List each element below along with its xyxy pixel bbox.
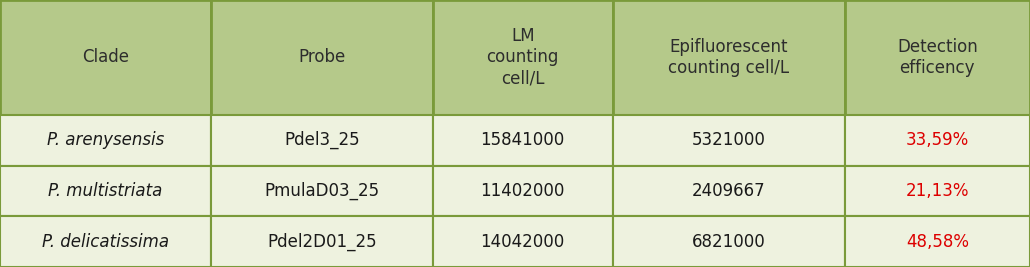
Text: P. delicatissima: P. delicatissima bbox=[42, 233, 169, 251]
Text: Epifluorescent
counting cell/L: Epifluorescent counting cell/L bbox=[668, 38, 789, 77]
Text: PmulaD03_25: PmulaD03_25 bbox=[265, 182, 379, 200]
Text: 11402000: 11402000 bbox=[481, 182, 564, 200]
Bar bbox=[613, 216, 845, 267]
Bar bbox=[211, 166, 433, 216]
Text: 33,59%: 33,59% bbox=[905, 131, 969, 149]
Bar bbox=[845, 166, 1030, 216]
Bar bbox=[211, 216, 433, 267]
Bar bbox=[613, 0, 845, 115]
Bar bbox=[0, 115, 211, 166]
Text: 48,58%: 48,58% bbox=[905, 233, 969, 251]
Bar bbox=[0, 216, 211, 267]
Text: LM
counting
cell/L: LM counting cell/L bbox=[486, 27, 559, 88]
Bar bbox=[845, 0, 1030, 115]
Text: 15841000: 15841000 bbox=[481, 131, 564, 149]
Bar bbox=[845, 216, 1030, 267]
Text: 5321000: 5321000 bbox=[692, 131, 765, 149]
Text: 6821000: 6821000 bbox=[692, 233, 765, 251]
Bar bbox=[0, 166, 211, 216]
Bar bbox=[433, 0, 613, 115]
Text: 21,13%: 21,13% bbox=[905, 182, 969, 200]
Bar bbox=[613, 115, 845, 166]
Bar bbox=[845, 115, 1030, 166]
Bar bbox=[211, 115, 433, 166]
Text: Detection
efficency: Detection efficency bbox=[897, 38, 977, 77]
Text: Clade: Clade bbox=[82, 48, 129, 66]
Bar bbox=[433, 216, 613, 267]
Text: 14042000: 14042000 bbox=[481, 233, 564, 251]
Text: P. multistriata: P. multistriata bbox=[48, 182, 163, 200]
Bar bbox=[0, 0, 211, 115]
Text: P. arenysensis: P. arenysensis bbox=[47, 131, 164, 149]
Text: Pdel3_25: Pdel3_25 bbox=[284, 131, 359, 149]
Text: Pdel2D01_25: Pdel2D01_25 bbox=[267, 233, 377, 251]
Bar bbox=[433, 166, 613, 216]
Text: 2409667: 2409667 bbox=[692, 182, 765, 200]
Bar bbox=[613, 166, 845, 216]
Bar bbox=[433, 115, 613, 166]
Text: Probe: Probe bbox=[299, 48, 345, 66]
Bar bbox=[211, 0, 433, 115]
